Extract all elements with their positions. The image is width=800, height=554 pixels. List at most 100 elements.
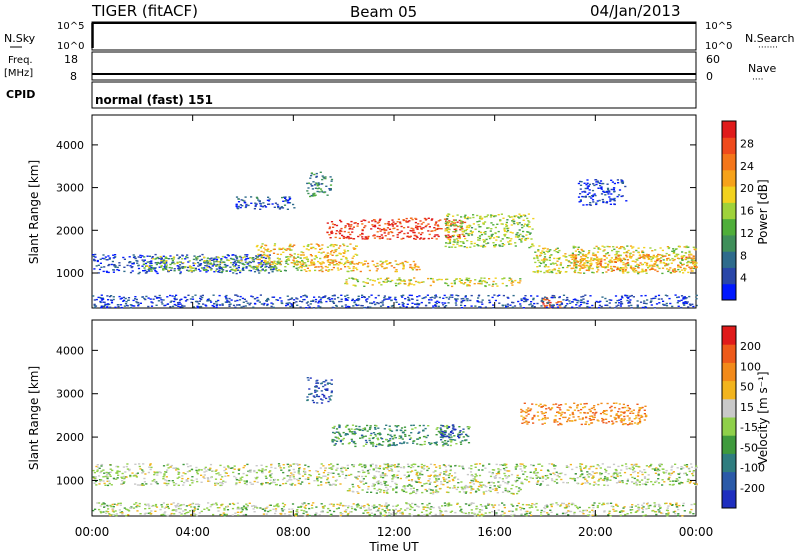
heatmap-cell [123, 477, 126, 479]
heatmap-cell [672, 248, 675, 250]
heatmap-cell [369, 434, 372, 437]
heatmap-cell [625, 267, 628, 269]
heatmap-cell [510, 278, 513, 280]
heatmap-cell [622, 246, 625, 249]
heatmap-cell [265, 262, 268, 264]
heatmap-cell [656, 259, 659, 262]
heatmap-cell [498, 472, 501, 475]
heatmap-cell [244, 254, 247, 256]
heatmap-cell [597, 181, 600, 184]
heatmap-cell [92, 255, 95, 258]
heatmap-cell [568, 254, 571, 257]
heatmap-cell [456, 239, 460, 242]
heatmap-cell [363, 296, 366, 299]
heatmap-cell [329, 188, 332, 190]
heatmap-cell [289, 305, 292, 308]
heatmap-cell [636, 263, 639, 266]
heatmap-cell [441, 432, 444, 435]
heatmap-cell [360, 463, 363, 466]
heatmap-cell [299, 254, 303, 256]
heatmap-cell [169, 255, 172, 257]
heatmap-cell [299, 483, 302, 485]
heatmap-cell [433, 227, 436, 229]
heatmap-cell [340, 298, 343, 300]
heatmap-cell [377, 467, 380, 469]
heatmap-cell [555, 302, 558, 304]
heatmap-cell [448, 228, 451, 231]
heatmap-cell [391, 223, 394, 226]
heatmap-cell [574, 257, 578, 259]
heatmap-cell [678, 257, 681, 260]
heatmap-cell [326, 231, 329, 234]
heatmap-cell [510, 243, 513, 245]
heatmap-cell [379, 481, 382, 484]
heatmap-cell [464, 282, 467, 284]
heatmap-cell [477, 224, 480, 226]
heatmap-cell [649, 465, 652, 467]
heatmap-cell [563, 255, 566, 257]
heatmap-cell [340, 300, 343, 303]
heatmap-cell [393, 475, 396, 477]
heatmap-cell [662, 300, 665, 302]
heatmap-cell [550, 296, 553, 299]
heatmap-cell [422, 281, 425, 283]
heatmap-cell [411, 218, 414, 221]
heatmap-cell [296, 478, 299, 481]
heatmap-cell [221, 482, 224, 485]
heatmap-cell [392, 477, 395, 479]
heatmap-cell [616, 260, 619, 262]
heatmap-cell [558, 249, 561, 252]
heatmap-cell [501, 245, 504, 247]
heatmap-cell [272, 266, 275, 268]
heatmap-cell [413, 277, 416, 279]
heatmap-cell [321, 178, 324, 181]
heatmap-cell [289, 477, 292, 479]
heatmap-cell [137, 267, 141, 270]
heatmap-cell [620, 469, 623, 471]
heatmap-cell [273, 265, 277, 267]
heatmap-cell [657, 298, 660, 300]
heatmap-cell [692, 474, 695, 477]
heatmap-cell [677, 268, 680, 271]
heatmap-cell [464, 295, 467, 297]
heatmap-cell [372, 437, 375, 439]
heatmap-cell [685, 302, 688, 305]
heatmap-cell [362, 281, 365, 283]
heatmap-cell [549, 255, 552, 257]
heatmap-cell [482, 223, 485, 225]
heatmap-cell [645, 465, 648, 467]
heatmap-cell [121, 472, 124, 475]
heatmap-cell [453, 221, 456, 223]
heatmap-cell [680, 299, 683, 301]
heatmap-cell [128, 261, 131, 263]
heatmap-cell [276, 261, 279, 263]
heatmap-cell [532, 217, 535, 220]
heatmap-cell [437, 235, 440, 238]
heatmap-cell [648, 466, 651, 468]
heatmap-cell [690, 259, 693, 261]
heatmap-cell [600, 305, 603, 308]
heatmap-cell [350, 431, 354, 433]
heatmap-cell [365, 482, 368, 484]
heatmap-cell [279, 297, 282, 299]
heatmap-cell [345, 237, 348, 239]
heatmap-cell [122, 300, 125, 302]
heatmap-cell [527, 220, 530, 222]
heatmap-cell [346, 294, 349, 296]
heatmap-cell [396, 465, 399, 467]
heatmap-cell [477, 239, 480, 241]
heatmap-cell [164, 257, 167, 259]
heatmap-cell [132, 256, 136, 259]
heatmap-cell [368, 439, 371, 442]
heatmap-cell [558, 296, 561, 299]
heatmap-cell [122, 296, 125, 299]
heatmap-cell [281, 207, 285, 209]
heatmap-cell [618, 302, 621, 304]
heatmap-cell [194, 269, 197, 271]
heatmap-cell [282, 471, 285, 474]
heatmap-cell [390, 465, 393, 467]
heatmap-cell [187, 261, 190, 263]
heatmap-cell [662, 468, 665, 470]
heatmap-cell [348, 227, 352, 230]
heatmap-cell [350, 224, 353, 226]
